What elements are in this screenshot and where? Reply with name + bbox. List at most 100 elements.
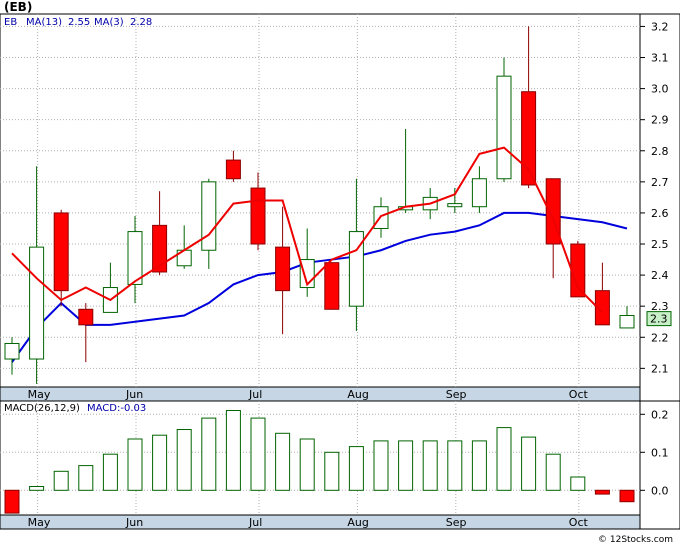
ma3-line-layer (11, 146, 604, 314)
macd-x-tick-label: Aug (347, 516, 368, 529)
candle-body-down (225, 159, 241, 180)
macd-x-ticks: May Jun Jul Aug Sep Oct (28, 516, 589, 529)
macd-bar-positive (78, 465, 94, 491)
ma13-line (11, 211, 628, 363)
candle (521, 26, 537, 189)
macd-y-tick-label: 0.2 (651, 408, 669, 421)
last-price-badge (646, 311, 672, 327)
price-x-tick-label: Oct (569, 388, 589, 401)
macd-bar-positive (152, 434, 168, 491)
price-y-tick-label: 3.1 (651, 52, 669, 65)
macd-bar-positive (348, 446, 364, 491)
ma3-legend-label: MA(3) (94, 17, 124, 28)
macd-y-tick-label: 0.0 (651, 484, 669, 497)
ma13-legend-label: MA(13) (26, 17, 62, 28)
candle (78, 303, 94, 363)
candle-body-up (496, 75, 512, 180)
candle-body-down (152, 224, 168, 273)
macd-bar-positive (275, 432, 291, 491)
candle-body-up (29, 246, 45, 360)
candle-body-up (127, 231, 143, 285)
macd-bar-positive (201, 417, 217, 491)
watermark: © 12Stocks.com (598, 535, 673, 545)
macd-bar-positive (127, 438, 143, 491)
macd-bar-negative (619, 489, 635, 503)
candle-body-down (53, 212, 69, 292)
ticker-label: (EB) (4, 0, 33, 14)
candle (447, 188, 463, 213)
ma13-line-layer (11, 211, 628, 363)
price-y-tick-label: 2.7 (651, 176, 669, 189)
price-x-tick-label: Jul (248, 388, 262, 401)
macd-bar-positive (570, 476, 586, 491)
price-y-tick-label: 2.2 (651, 331, 669, 344)
price-x-ticks: May Jun Jul Aug Sep Oct (28, 388, 589, 401)
macd-bar-positive (53, 470, 69, 491)
price-y-tick-label: 2.6 (651, 207, 669, 220)
macd-bars (4, 410, 635, 514)
candle (152, 191, 168, 276)
macd-x-tick-label: May (28, 516, 51, 529)
ma3-legend-value: 2.28 (130, 17, 152, 28)
macd-x-tick-label: Sep (446, 516, 467, 529)
macd-bar-negative (594, 489, 610, 495)
candle (324, 262, 340, 310)
macd-bar-positive (398, 440, 414, 491)
macd-bar-positive (521, 436, 537, 491)
candle (250, 172, 266, 251)
macd-bar-positive (496, 427, 512, 491)
macd-x-tick-label: Jun (125, 516, 143, 529)
macd-bar-positive (299, 438, 315, 491)
macd-x-tick-label: Oct (569, 516, 589, 529)
candle (348, 178, 364, 332)
price-x-tick-label: Aug (347, 388, 368, 401)
macd-legend-label: MACD(26,12,9) (4, 403, 80, 414)
price-y-tick-label: 2.3 (651, 300, 669, 313)
macd-bar-positive (447, 440, 463, 491)
ma13-legend-value: 2.55 (68, 17, 90, 28)
macd-panel (0, 400, 641, 530)
macd-legend-value: MACD:-0.03 (87, 403, 146, 414)
macd-bar-positive (324, 451, 340, 491)
price-y-tick-label: 2.5 (651, 238, 669, 251)
macd-bar-positive (373, 440, 389, 491)
price-y-tick-label: 2.1 (651, 362, 669, 375)
candles (4, 26, 635, 384)
candle (619, 306, 635, 329)
candle-body-up (447, 203, 463, 208)
price-x-tick-label: Sep (446, 388, 467, 401)
candle (225, 150, 241, 182)
last-price-label: 2.3 (650, 313, 668, 326)
candle-body-down (275, 246, 291, 292)
price-x-tick-label: Jun (125, 388, 143, 401)
macd-bar-positive (29, 486, 45, 491)
macd-xaxis-band (0, 514, 641, 530)
macd-bar-positive (471, 440, 487, 491)
macd-bar-positive (422, 440, 438, 491)
candle-body-down (78, 308, 94, 326)
candle-body-down (250, 187, 266, 245)
macd-bar-positive (545, 453, 561, 491)
price-xaxis-band (0, 386, 641, 402)
candle-body-up (348, 231, 364, 307)
candle (176, 225, 192, 269)
price-y-tick-label: 2.9 (651, 114, 669, 127)
candle (127, 216, 143, 304)
candle (496, 57, 512, 182)
macd-bar-positive (250, 417, 266, 491)
macd-y-tick-label: 0.1 (651, 446, 669, 459)
candle (53, 209, 69, 307)
macd-bar-positive (225, 410, 241, 491)
price-y-tick-label: 3.0 (651, 83, 669, 96)
candle-body-up (471, 178, 487, 208)
candle (4, 337, 20, 375)
macd-y-ticks: 0.2 0.1 0.0 (640, 408, 669, 497)
candle-body-up (619, 315, 635, 329)
candle-body-up (201, 181, 217, 251)
price-y-tick-label: 2.4 (651, 269, 669, 282)
macd-bar-negative (4, 489, 20, 514)
ma3-line (11, 146, 604, 314)
candle-body-down (324, 262, 340, 310)
candle (594, 262, 610, 326)
